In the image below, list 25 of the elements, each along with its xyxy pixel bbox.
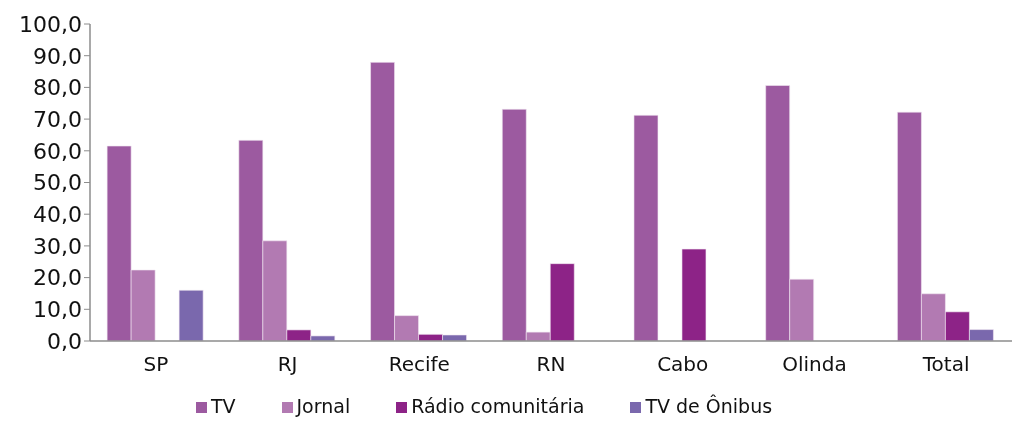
y-tick-label: 20,0 <box>33 265 82 291</box>
bar <box>633 115 659 341</box>
y-tick-label: 10,0 <box>33 297 82 323</box>
bar <box>178 289 204 341</box>
legend-label: TV <box>210 395 236 417</box>
bar <box>681 248 707 341</box>
x-tick-label: RJ <box>277 352 298 377</box>
x-tick-label: Total <box>921 352 970 377</box>
x-tick-label: Recife <box>388 352 450 377</box>
y-tick-label: 60,0 <box>33 138 82 164</box>
legend-label: Jornal <box>296 395 351 417</box>
y-tick-label: 100,0 <box>19 11 82 37</box>
y-tick-label: 70,0 <box>33 106 82 132</box>
y-tick-label: 80,0 <box>33 75 82 101</box>
x-tick-label: SP <box>143 352 169 377</box>
x-tick-label: RN <box>536 352 566 377</box>
y-tick-label: 40,0 <box>33 202 82 228</box>
y-tick-label: 0,0 <box>47 328 82 354</box>
legend-label: TV de Ônibus <box>645 395 773 417</box>
x-tick-label: Olinda <box>782 352 847 377</box>
x-tick-label: Cabo <box>657 352 709 377</box>
legend-label: Rádio comunitária <box>411 395 585 417</box>
y-tick-label: 30,0 <box>33 233 82 259</box>
y-tick-label: 50,0 <box>33 170 82 196</box>
y-tick-label: 90,0 <box>33 43 82 69</box>
